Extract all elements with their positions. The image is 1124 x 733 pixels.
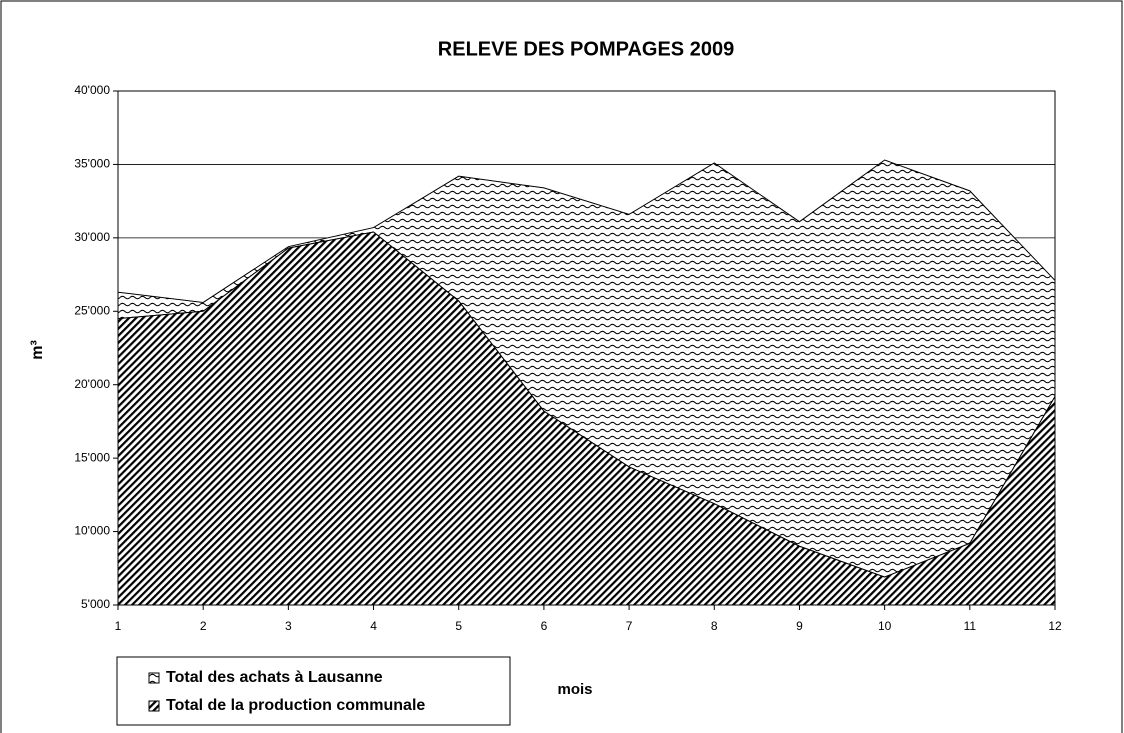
- y-tick-label: 5'000: [81, 597, 110, 611]
- x-tick-label: 4: [370, 619, 377, 633]
- y-axis-label: m³: [29, 340, 46, 360]
- x-tick-label: 7: [626, 619, 633, 633]
- chart-title: RELEVE DES POMPAGES 2009: [438, 38, 734, 60]
- legend-label: Total de la production communale: [166, 697, 425, 714]
- x-axis-label: mois: [557, 681, 592, 698]
- legend-marker: [148, 672, 160, 684]
- plot-border: [117, 90, 1056, 606]
- y-tick-label: 20'000: [74, 377, 110, 391]
- x-tick-label: 11: [964, 619, 977, 633]
- x-tick-label: 5: [455, 619, 462, 633]
- area-bottom: [117, 231, 1056, 606]
- legend: [116, 656, 511, 726]
- y-tick-label: 10'000: [74, 524, 110, 538]
- y-tick-label: 30'000: [74, 230, 110, 244]
- legend-label: Total des achats à Lausanne: [166, 669, 383, 686]
- x-tick-label: 8: [711, 619, 718, 633]
- x-tick-label: 3: [285, 619, 292, 633]
- y-tick-label: 25'000: [74, 303, 110, 317]
- y-tick-label: 15'000: [74, 450, 110, 464]
- x-tick-label: 6: [541, 619, 548, 633]
- y-tick-label: 35'000: [74, 157, 110, 171]
- y-tick-label: 40'000: [74, 83, 110, 97]
- x-tick-label: 12: [1048, 619, 1062, 633]
- x-tick-label: 2: [200, 619, 207, 633]
- x-tick-label: 1: [115, 619, 122, 633]
- legend-marker: [148, 700, 160, 712]
- x-tick-label: 10: [878, 619, 892, 633]
- x-tick-label: 9: [796, 619, 803, 633]
